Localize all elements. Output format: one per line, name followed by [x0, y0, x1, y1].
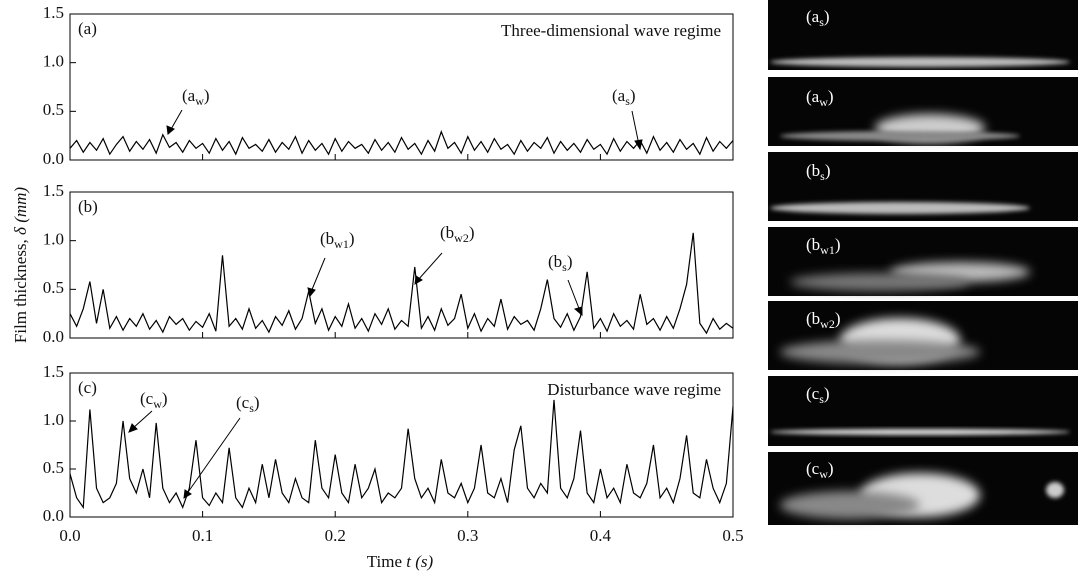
data-line — [69, 130, 734, 156]
annotation: (bs) — [548, 252, 573, 274]
image-panels: (as) (aw) (bs) (bw1) (bw2) (cs) (cw) — [768, 0, 1078, 525]
y-tick-label: 0.0 — [43, 327, 64, 346]
plot-frame — [69, 191, 734, 339]
image-label: (cw) — [806, 459, 834, 481]
x-tick-label: 0.5 — [722, 526, 743, 545]
image-label: (bw1) — [806, 235, 841, 257]
x-tick-label: 0.2 — [325, 526, 346, 545]
image-label: (cs) — [806, 384, 830, 406]
y-tick-label: 1.5 — [43, 3, 64, 22]
annotation: (cw) — [140, 389, 168, 411]
annotation: (bw1) — [320, 229, 355, 251]
y-tick-label: 1.0 — [43, 52, 64, 71]
plot-frame — [69, 13, 734, 161]
y-tick-label: 0.0 — [43, 149, 64, 168]
data-line — [69, 399, 734, 510]
y-tick-label: 1.5 — [43, 181, 64, 200]
annotation: (cs) — [236, 393, 260, 415]
x-axis-label: Time t (s) — [367, 552, 434, 571]
y-tick-label: 1.0 — [43, 230, 64, 249]
y-tick-label: 0.5 — [43, 278, 64, 297]
annotations: (aw) (as) (bw1) (bw2) (bs) (cw) (cs) — [140, 86, 636, 415]
x-tick-label: 0.4 — [590, 526, 612, 545]
y-tick-label: 1.5 — [43, 362, 64, 381]
data-line — [69, 232, 734, 335]
panel-title: Disturbance wave regime — [547, 380, 721, 399]
panel-title: Three-dimensional wave regime — [501, 21, 721, 40]
y-tick-label: 0.0 — [43, 506, 64, 525]
annotation: (aw) — [182, 86, 210, 108]
y-axis-label: Film thickness, δ (mm) — [11, 187, 30, 344]
image-label: (bs) — [806, 161, 831, 183]
plot-frame — [69, 372, 734, 518]
x-tick-label: 0.3 — [457, 526, 478, 545]
image-label: (aw) — [806, 87, 834, 109]
image-label: (bw2) — [806, 309, 841, 331]
panel-label: (c) — [78, 378, 97, 397]
y-tick-label: 0.5 — [43, 458, 64, 477]
panel-label: (b) — [78, 197, 98, 216]
x-tick-label: 0.0 — [59, 526, 80, 545]
annotation-arrows — [128, 109, 643, 499]
annotation: (bw2) — [440, 223, 475, 245]
x-tick-label: 0.1 — [192, 526, 213, 545]
panel-label: (a) — [78, 19, 97, 38]
y-tick-label: 0.5 — [43, 100, 64, 119]
annotation: (as) — [612, 86, 636, 108]
y-tick-label: 1.0 — [43, 410, 64, 429]
image-label: (as) — [806, 7, 830, 29]
